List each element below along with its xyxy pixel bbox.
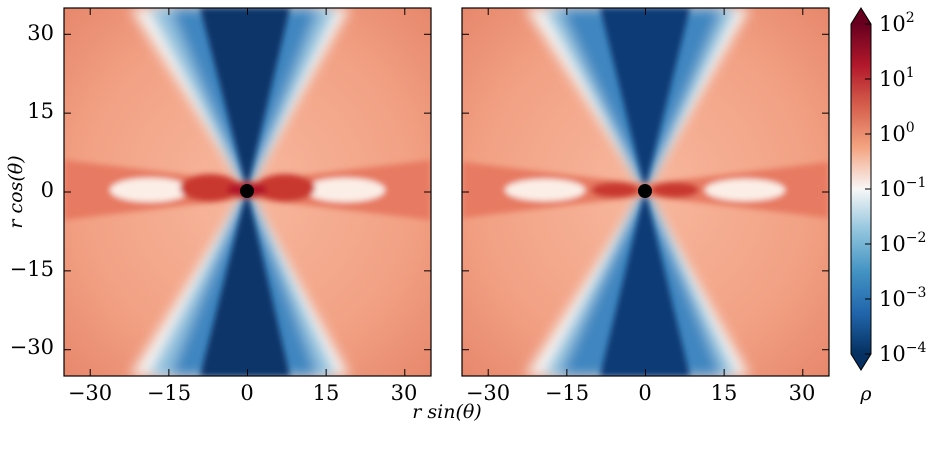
y-tick-label: −30	[10, 335, 54, 359]
colorbar-label: ρ	[859, 383, 872, 405]
x-tick-label: 0	[240, 381, 253, 405]
tick-marks	[64, 8, 829, 376]
colorbar-fill	[851, 24, 871, 354]
y-tick-label: −15	[10, 257, 54, 281]
right-jet	[600, 8, 690, 376]
colorbar-tick-label: 10−3	[879, 285, 926, 311]
left-central-object	[240, 184, 254, 198]
colorbar-tick-label: 101	[879, 65, 915, 91]
colorbar-tick-label: 100	[879, 120, 915, 146]
colorbar-ticks: 102 101 100 10−1 10−2 10−3 10−4	[865, 10, 926, 366]
colorbar-tick-label: 10−2	[879, 230, 926, 256]
right-panel	[462, 8, 829, 376]
y-axis-label: r cos(θ)	[5, 155, 27, 228]
x-tick-label: 15	[313, 381, 340, 405]
x-tick-label: 15	[711, 381, 738, 405]
left-panel	[64, 8, 431, 376]
x-tick-label: 0	[638, 381, 651, 405]
colorbar-tick-label: 10−1	[879, 175, 926, 201]
x-tick-label: −30	[68, 381, 112, 405]
x-tick-label: −15	[147, 381, 191, 405]
x-tick-label: −30	[466, 381, 510, 405]
y-tick-label: 30	[27, 21, 54, 45]
y-tick-label: 15	[27, 99, 54, 123]
colorbar: 102 101 100 10−1 10−2 10−3 10−4 ρ	[850, 7, 926, 405]
colorbar-bottom-extend	[851, 354, 871, 370]
right-central-object	[638, 184, 652, 198]
x-tick-label: 30	[789, 381, 816, 405]
colorbar-tick-label: 10−4	[879, 340, 926, 366]
x-tick-label: −15	[545, 381, 589, 405]
x-tick-label: 30	[391, 381, 418, 405]
colorbar-top-extend	[851, 8, 871, 24]
left-jet	[200, 8, 290, 376]
y-tick-label: 0	[41, 178, 54, 202]
colorbar-tick-label: 102	[879, 10, 915, 36]
x-axis-label: r sin(θ)	[412, 401, 481, 423]
